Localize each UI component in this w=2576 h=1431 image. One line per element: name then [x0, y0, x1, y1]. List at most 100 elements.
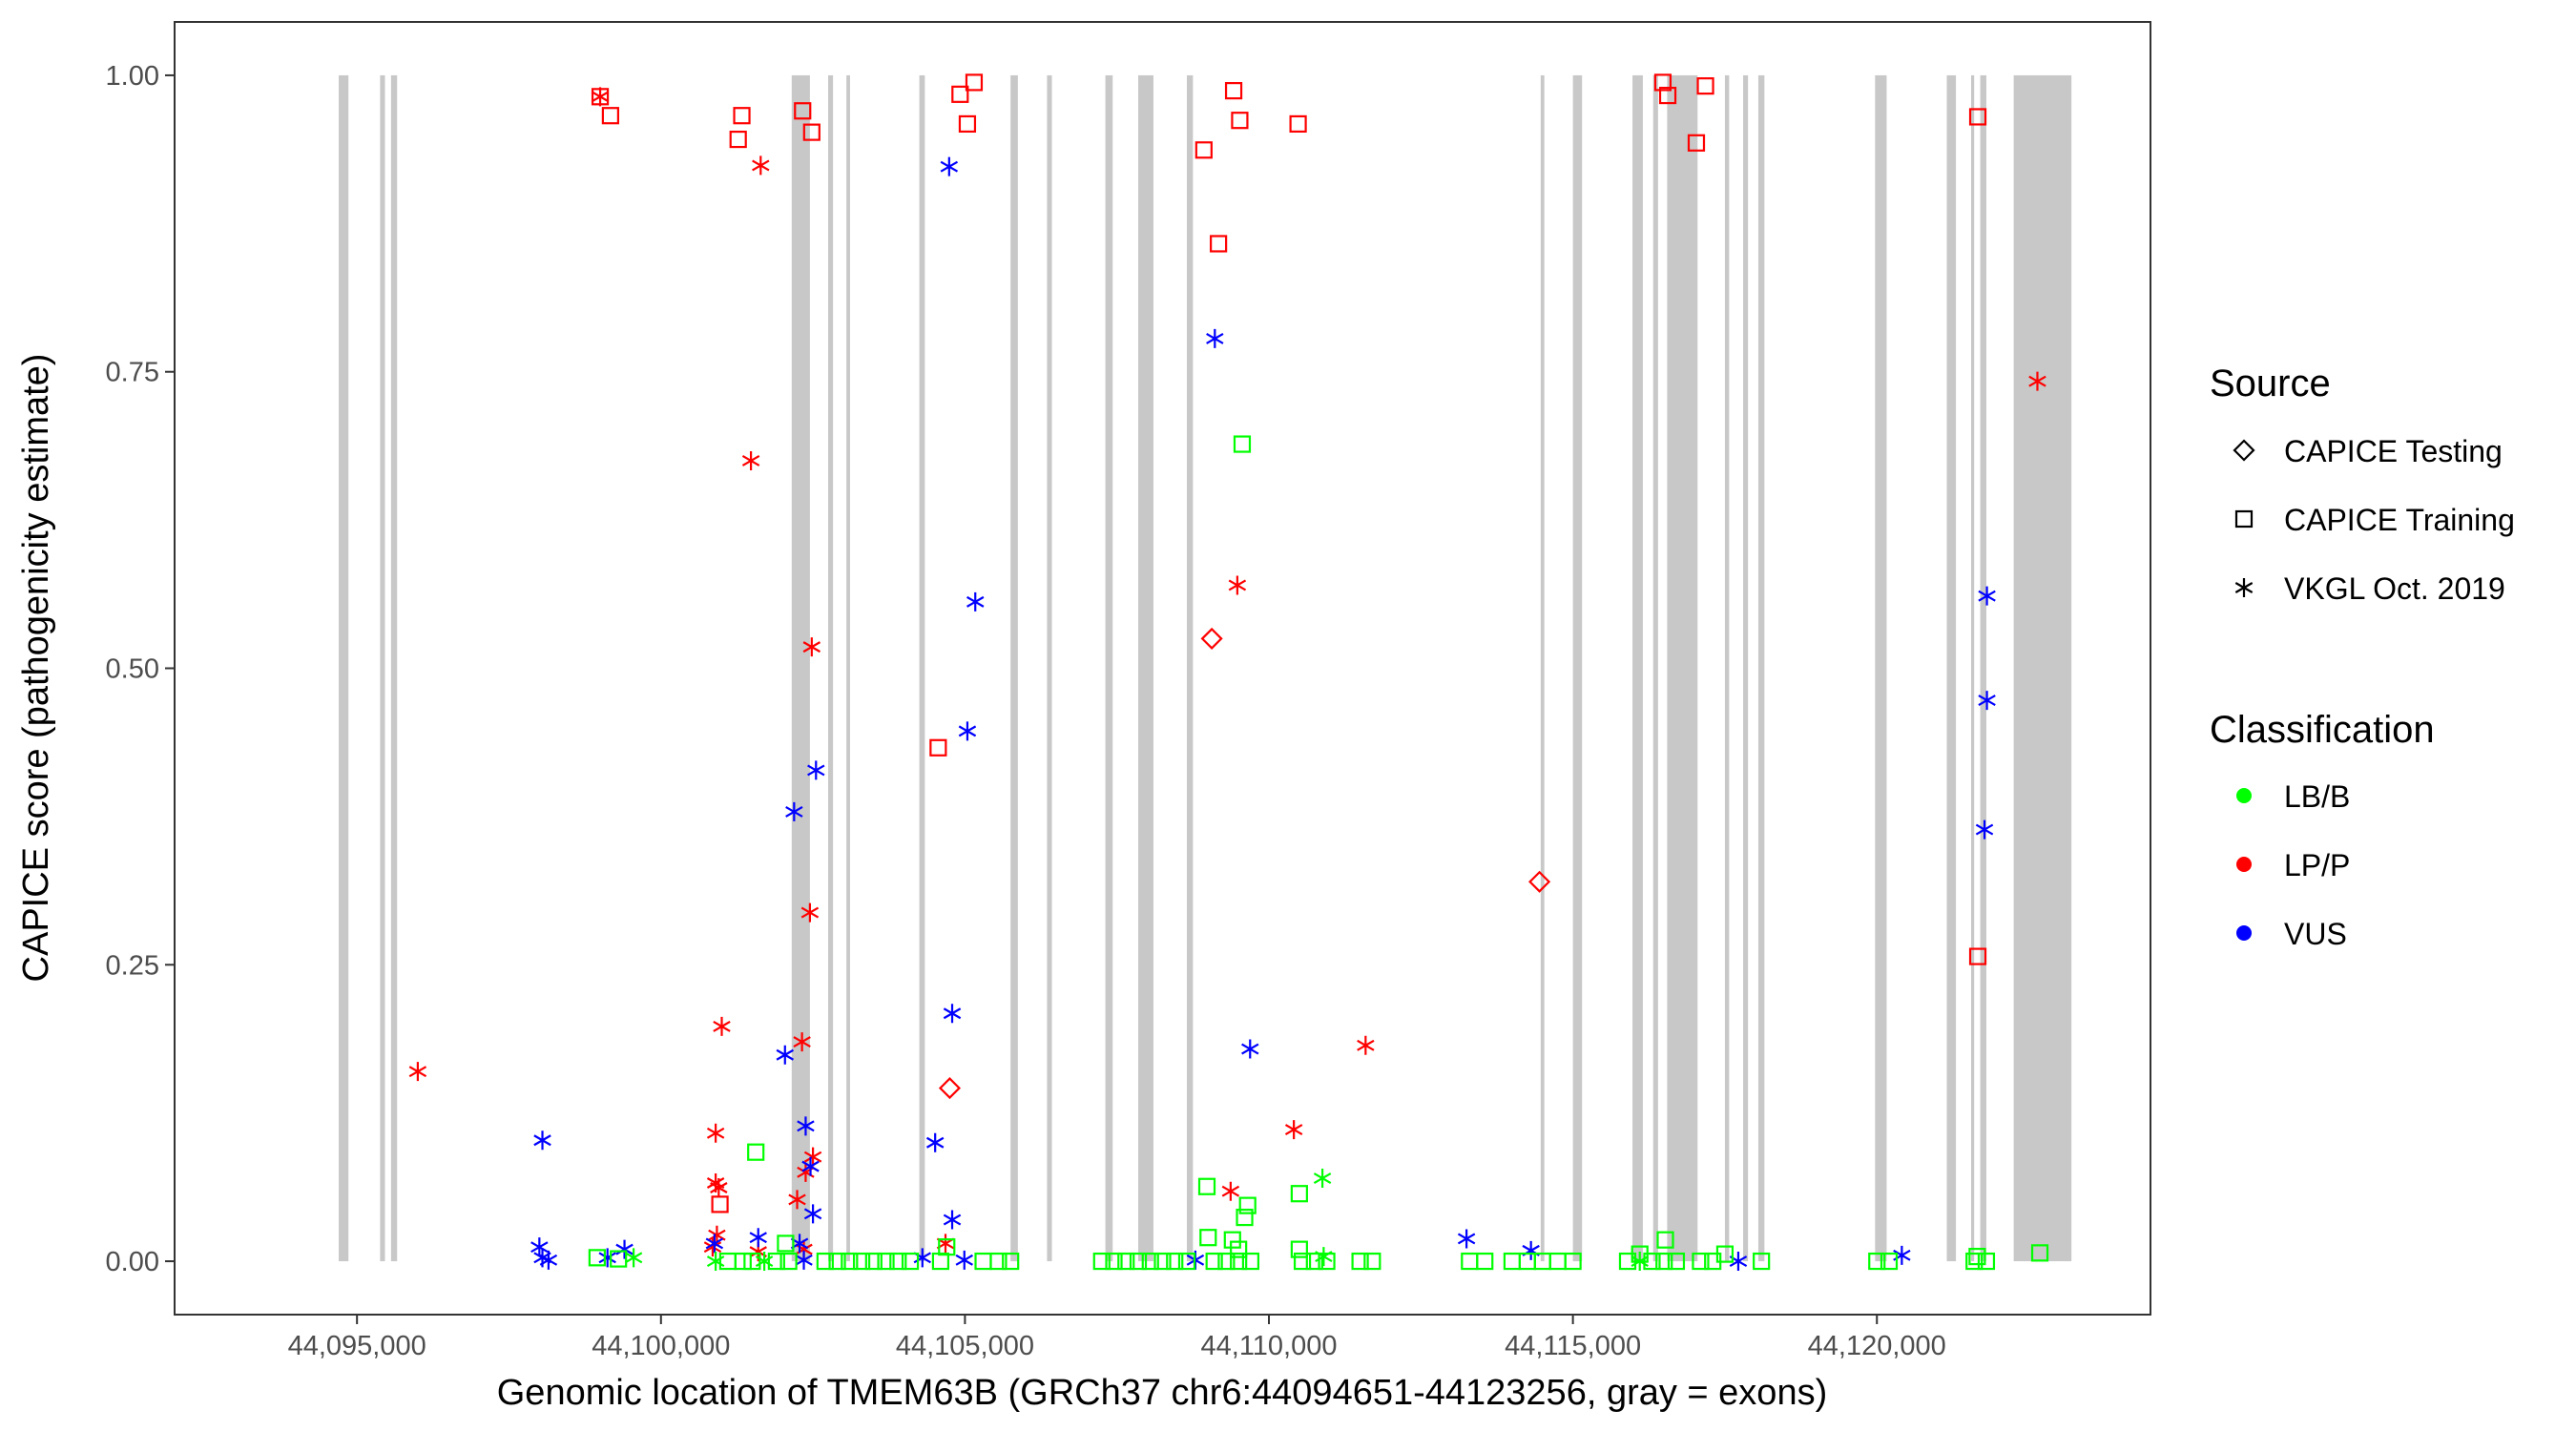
legend-classification-title: Classification [2210, 709, 2435, 751]
data-point-square [1687, 134, 1706, 152]
data-point-square [1476, 1252, 1494, 1271]
exon-band [1652, 74, 1658, 1262]
data-point-square [1223, 1231, 1241, 1249]
diamond-marker-icon [2233, 439, 2255, 462]
data-point-asterisk [800, 902, 820, 923]
data-point-diamond [938, 1077, 962, 1100]
data-point-asterisk [795, 1250, 813, 1270]
data-point-square [747, 1143, 765, 1161]
data-point-asterisk [955, 1250, 973, 1270]
data-point-asterisk [1241, 1039, 1259, 1059]
data-point-asterisk [802, 637, 821, 657]
legend-item-capice-testing: CAPICE Testing [2233, 434, 2503, 468]
data-point-square [1658, 86, 1677, 105]
legend-item-capice-training: CAPICE Training [2234, 503, 2515, 537]
exon-band [1980, 74, 1986, 1262]
exon-band [1010, 74, 1018, 1262]
data-point-square [1618, 1252, 1637, 1271]
data-point-asterisk [803, 1147, 822, 1167]
legend-label: VUS [2284, 917, 2347, 951]
data-point-asterisk [1457, 1229, 1476, 1249]
data-point-square [929, 738, 947, 757]
data-point-square [931, 1252, 950, 1271]
data-point-square [729, 130, 747, 149]
plot-panel [175, 22, 2150, 1315]
data-point-asterisk [793, 1032, 811, 1052]
exon-band [1572, 74, 1583, 1262]
legend: Source CAPICE Testing CAPICE Training VK… [2210, 363, 2515, 951]
data-point-square [610, 1250, 628, 1268]
data-point-square [1199, 1229, 1217, 1247]
data-point-square [777, 1234, 795, 1253]
data-point-square [1105, 1252, 1123, 1271]
exon-band [791, 74, 810, 1262]
data-point-asterisk [624, 1248, 643, 1268]
exon-band [1105, 74, 1113, 1262]
data-point-square [1704, 1252, 1722, 1271]
data-point-square [779, 1252, 798, 1271]
data-point-square [1141, 1252, 1159, 1271]
exon-band [1632, 74, 1643, 1262]
data-point-square [1318, 1252, 1336, 1271]
exon-band [1743, 74, 1749, 1262]
data-point-square [1868, 1252, 1886, 1271]
data-point-square [1753, 1252, 1771, 1271]
data-point-asterisk [1357, 1035, 1375, 1055]
y-axis: 0.00 0.25 0.50 0.75 1.00 [106, 61, 175, 1277]
data-point-asterisk [1978, 586, 1996, 606]
data-point-square [901, 1252, 920, 1271]
data-point-square [1696, 77, 1714, 95]
square-marker-icon [2234, 509, 2254, 529]
data-point-asterisk [1313, 1169, 1332, 1189]
exon-band [919, 74, 925, 1262]
data-point-square [828, 1252, 846, 1271]
data-point-square [877, 1252, 895, 1271]
data-point-square [588, 1249, 606, 1267]
data-point-square [864, 1252, 883, 1271]
data-point-asterisk [591, 87, 610, 107]
data-point-square [958, 114, 977, 134]
data-point-asterisk [752, 156, 770, 176]
data-point-square [1197, 1177, 1216, 1195]
data-point-square [1224, 82, 1243, 100]
data-point-square [1233, 435, 1252, 453]
legend-label: CAPICE Training [2284, 503, 2515, 537]
data-point-square [1205, 1252, 1223, 1271]
data-point-square [743, 1252, 761, 1271]
y-tick-label: 0.00 [106, 1247, 159, 1277]
data-point-asterisk [958, 721, 977, 741]
exon-band [380, 74, 385, 1262]
data-point-asterisk [925, 1132, 945, 1152]
x-tick-label: 44,115,000 [1505, 1331, 1641, 1361]
data-point-square [794, 102, 812, 120]
x-axis-title: Genomic location of TMEM63B (GRCh37 chr6… [497, 1373, 1827, 1413]
data-point-asterisk [803, 1204, 822, 1224]
exon-band [1946, 74, 1957, 1262]
legend-item-lb-b: LB/B [2236, 779, 2350, 814]
exon-band [1667, 74, 1698, 1262]
legend-item-vus: VUS [2236, 917, 2347, 951]
legend-label: CAPICE Testing [2284, 434, 2503, 468]
data-point-square [767, 1252, 785, 1271]
y-tick-label: 0.75 [106, 358, 159, 388]
data-point-square [951, 85, 969, 103]
legend-item-vkgl: VKGL Oct. 2019 [2234, 571, 2505, 606]
data-point-square [1653, 73, 1672, 92]
data-point-asterisk [785, 801, 803, 821]
data-point-square [1230, 1252, 1248, 1271]
data-point-square [1968, 108, 1987, 126]
data-point-square [1655, 1252, 1673, 1271]
data-point-asterisk [801, 1156, 820, 1176]
data-point-square [802, 123, 821, 141]
data-point-asterisk [776, 1045, 794, 1065]
data-point-square [816, 1252, 834, 1271]
y-axis-title: CAPICE score (pathogenicity estimate) [16, 354, 56, 983]
data-point-square [1564, 1252, 1582, 1271]
exon-band [828, 74, 834, 1262]
data-point-square [734, 1252, 752, 1271]
legend-label: LB/B [2284, 779, 2350, 814]
data-point-square [889, 1252, 907, 1271]
exon-band [1047, 74, 1052, 1262]
y-tick-label: 0.25 [106, 950, 159, 981]
data-point-asterisk [749, 1228, 767, 1248]
